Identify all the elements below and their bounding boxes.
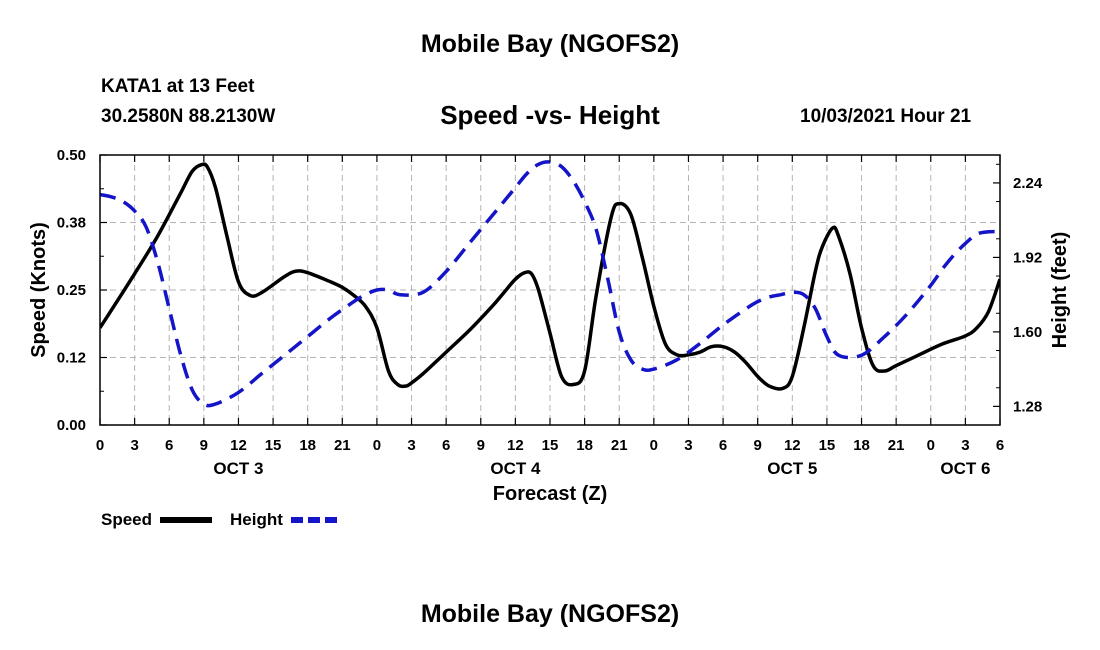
footer-title: Mobile Bay (NGOFS2) (420, 600, 680, 628)
date-label: OCT 4 (490, 459, 541, 478)
y2-tick-label: 2.24 (1013, 175, 1043, 192)
x-tick-label: 21 (611, 437, 628, 454)
y2-tick-label: 1.60 (1013, 324, 1042, 341)
x-tick-label: 18 (576, 437, 593, 454)
legend-speed-label: Speed (101, 510, 152, 529)
series-speed-line (100, 162, 1000, 391)
page-title: Mobile Bay (NGOFS2) (420, 30, 680, 58)
x-tick-label: 3 (130, 437, 138, 454)
y-tick-label: 0.25 (57, 282, 86, 299)
x-axis-label: Forecast (Z) (493, 483, 607, 505)
x-tick-label: 6 (442, 437, 450, 454)
x-tick-label: 3 (961, 437, 969, 454)
y2-tick-label: 1.28 (1013, 398, 1042, 415)
x-tick-label: 15 (819, 437, 836, 454)
x-tick-label: 12 (230, 437, 247, 454)
x-tick-label: 0 (373, 437, 381, 454)
y-tick-label: 0.12 (57, 350, 86, 367)
legend-height-label: Height (230, 510, 283, 529)
x-tick-label: 6 (996, 437, 1004, 454)
y-tick-label: 0.38 (57, 215, 86, 232)
y-tick-label: 0.50 (57, 147, 86, 164)
x-tick-label: 9 (200, 437, 208, 454)
x-tick-label: 12 (507, 437, 524, 454)
series-height-line (100, 160, 1000, 408)
station-coordinates: 30.2580N 88.2130W (101, 106, 276, 127)
x-tick-label: 9 (477, 437, 485, 454)
date-label: OCT 5 (767, 459, 817, 478)
x-tick-label: 18 (299, 437, 316, 454)
axes: 0 3 6 9 12 15 18 21 0 3 6 9 12 15 18 21 0 3 6 9 12 15 18 21 0 3 6O… (57, 147, 1043, 478)
y2-tick-label: 1.92 (1013, 249, 1042, 266)
x-tick-label: 12 (784, 437, 801, 454)
x-tick-label: 6 (165, 437, 173, 454)
date-label: OCT 3 (213, 459, 263, 478)
chart-subtitle: Speed -vs- Height (440, 100, 660, 130)
date-label: OCT 6 (940, 459, 990, 478)
x-tick-label: 6 (719, 437, 727, 454)
x-tick-label: 21 (334, 437, 351, 454)
x-tick-label: 21 (888, 437, 905, 454)
x-tick-label: 9 (754, 437, 762, 454)
y-axis-label: Speed (Knots) (28, 222, 50, 358)
y-tick-label: 0.00 (57, 417, 86, 434)
x-tick-label: 3 (407, 437, 415, 454)
x-tick-label: 18 (853, 437, 870, 454)
station-label: KATA1 at 13 Feet (101, 76, 255, 97)
legend: Speed Height (101, 510, 342, 529)
y2-axis-label: Height (feet) (1049, 232, 1071, 349)
series-layer (100, 160, 1000, 408)
x-tick-label: 15 (542, 437, 559, 454)
x-tick-label: 0 (927, 437, 935, 454)
grid (100, 155, 1000, 425)
x-tick-label: 0 (96, 437, 104, 454)
x-tick-label: 3 (684, 437, 692, 454)
x-tick-label: 15 (265, 437, 282, 454)
forecast-run-time: 10/03/2021 Hour 21 (800, 106, 972, 127)
x-tick-label: 0 (650, 437, 658, 454)
